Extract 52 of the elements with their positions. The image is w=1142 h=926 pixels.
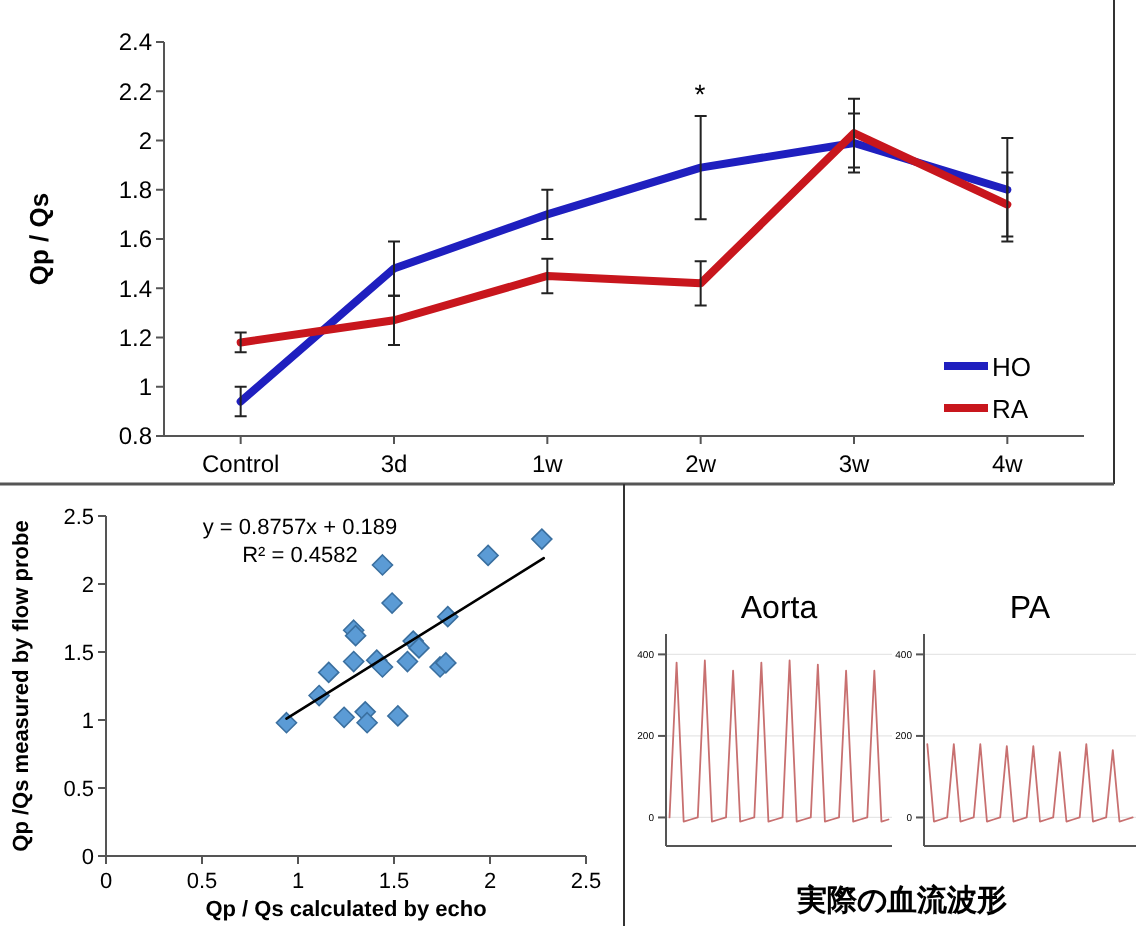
text: 実際の血流波形 bbox=[795, 882, 1007, 918]
point bbox=[396, 650, 419, 673]
point bbox=[387, 705, 409, 727]
point bbox=[381, 592, 403, 614]
point bbox=[371, 554, 394, 576]
x-tick-label: Control bbox=[201, 450, 280, 478]
x-tick-label: 3d bbox=[380, 450, 408, 478]
y-tick-label: 1 bbox=[81, 709, 94, 734]
point bbox=[275, 711, 298, 734]
y-tick-label: 1.2 bbox=[118, 323, 153, 352]
point bbox=[342, 650, 365, 673]
x-tick-label: 3w bbox=[838, 450, 870, 478]
point bbox=[344, 624, 367, 647]
x-tick-label: 0.5 bbox=[186, 870, 218, 894]
y-tick-label: 1 bbox=[138, 373, 153, 402]
y-tick-label: 0 bbox=[81, 845, 94, 870]
annotation: y = 0.8757x + 0.189 bbox=[202, 516, 398, 540]
y-tick-label: 0.8 bbox=[118, 422, 153, 451]
x-tick-label: 2 bbox=[483, 870, 497, 894]
x-axis-title: Qp / Qs calculated by echo bbox=[205, 898, 488, 922]
x-tick-label: 2w bbox=[685, 450, 717, 478]
x-tick-label: 4w bbox=[991, 450, 1024, 478]
point bbox=[333, 706, 355, 729]
x-tick-label: 1 bbox=[291, 870, 305, 894]
y-tick-label: 2 bbox=[81, 573, 94, 598]
point bbox=[356, 711, 378, 734]
y-axis-title: Qp /Qs measured by flow probe bbox=[10, 520, 34, 852]
y-axis-title: Qp / Qs bbox=[24, 192, 54, 286]
legend-label: HO bbox=[992, 352, 1031, 382]
chart-title: PA bbox=[1009, 592, 1051, 626]
x-tick-label: 1.5 bbox=[378, 870, 410, 894]
point bbox=[435, 652, 457, 674]
y-tick-label: 1.8 bbox=[118, 176, 153, 205]
x-tick-label: 0 bbox=[99, 870, 113, 894]
chart-title: Aorta bbox=[740, 592, 818, 626]
y-tick-label: 1.6 bbox=[118, 225, 153, 254]
legend-label: RA bbox=[992, 394, 1029, 424]
x-tick-label: 2.5 bbox=[570, 870, 602, 894]
y-tick-label: 0.5 bbox=[63, 777, 94, 802]
point bbox=[408, 637, 430, 659]
annotation: * bbox=[694, 78, 707, 110]
point bbox=[477, 544, 499, 567]
y-tick-label: 2.5 bbox=[63, 505, 94, 530]
annotation: R² = 0.4582 bbox=[242, 544, 358, 568]
x-tick-label: 1w bbox=[531, 450, 564, 478]
y-tick-label: 1.5 bbox=[63, 641, 94, 666]
point bbox=[531, 528, 553, 550]
point bbox=[317, 661, 340, 684]
y-tick-label: 1.4 bbox=[118, 274, 153, 303]
y-tick-label: 2.4 bbox=[118, 28, 153, 57]
y-tick-label: 2.2 bbox=[118, 77, 153, 106]
y-tick-label: 2 bbox=[138, 126, 153, 155]
